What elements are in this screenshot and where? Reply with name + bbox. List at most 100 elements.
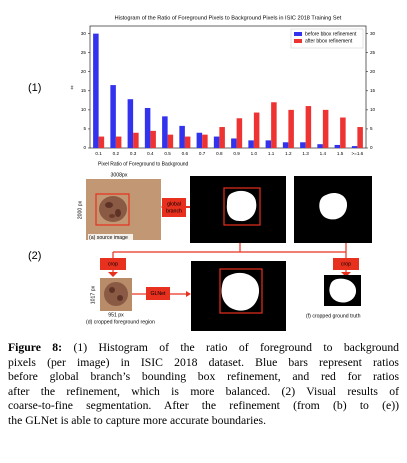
- bar: [253, 112, 260, 148]
- caption-line: after the refinement, which is more bala…: [8, 385, 399, 400]
- crop-width-label: 951 px: [108, 312, 124, 318]
- bar: [115, 136, 122, 148]
- bar: [202, 134, 208, 148]
- glnet-box: [146, 287, 170, 300]
- bar: [144, 107, 151, 148]
- x-axis-label: Pixel Ratio of Foreground to Background: [98, 161, 189, 167]
- x-tick-label: 1.5: [337, 151, 344, 156]
- caption-line: the GLNet is able to capture more accura…: [8, 414, 399, 429]
- global-branch-box: [162, 198, 186, 217]
- y-tick-label: 0: [83, 145, 86, 150]
- y-tick-label: 15: [81, 88, 87, 93]
- crop-label: crop: [108, 261, 118, 267]
- bar: [167, 134, 174, 148]
- x-tick-label: >=1.6: [351, 151, 363, 156]
- x-tick-label: 1.2: [285, 151, 292, 156]
- bar: [334, 144, 341, 148]
- ground-truth-image: [294, 176, 372, 243]
- global-branch-label: global: [167, 201, 181, 207]
- caption-text: before global branch’s bounding box refi…: [8, 370, 399, 384]
- figure-caption: Figure 8: (1) Histogram of the ratio of …: [8, 341, 399, 429]
- x-tick-label: 0.2: [113, 151, 120, 156]
- bar: [300, 142, 306, 148]
- bar: [133, 132, 139, 148]
- crop-box: [100, 258, 126, 270]
- y2-tick-label: 25: [370, 50, 376, 55]
- crop-height-label: 1017 px: [90, 285, 96, 304]
- bar: [282, 142, 289, 148]
- bar: [179, 125, 185, 148]
- glnet-label: GLNet: [151, 291, 167, 297]
- bar: [127, 99, 134, 148]
- bar: [110, 85, 116, 148]
- y2-tick-label: 10: [370, 107, 376, 112]
- bar: [351, 146, 358, 148]
- y2-tick-label: 20: [370, 69, 376, 74]
- x-tick-label: 0.7: [199, 151, 206, 156]
- caption-a: (a) source image: [89, 235, 128, 241]
- y-tick-label: 5: [83, 126, 86, 131]
- x-tick-label: 0.1: [95, 151, 102, 156]
- bar: [288, 109, 294, 148]
- caption-label: Figure 8:: [8, 341, 63, 354]
- y-tick-label: 25: [81, 50, 87, 55]
- source-image: [86, 179, 161, 240]
- bar: [357, 127, 363, 148]
- x-tick-label: 0.9: [233, 151, 240, 156]
- caption-text: coarse-to-fine segmentation. After the r…: [8, 399, 399, 413]
- bar: [322, 109, 329, 148]
- y-tick-label: 20: [81, 69, 87, 74]
- x-tick-label: 0.4: [147, 151, 154, 156]
- x-tick-label: 0.3: [130, 151, 137, 156]
- x-tick-label: 1.1: [268, 151, 275, 156]
- caption-text: (1) Histogram of the ratio of foreground…: [73, 341, 400, 354]
- bar: [317, 144, 323, 148]
- bar: [213, 136, 220, 148]
- y-tick-label: 30: [81, 31, 87, 36]
- caption-text: after the refinement, which is more bala…: [8, 384, 399, 398]
- x-tick-label: 1.0: [251, 151, 258, 156]
- cropped-image: [100, 278, 132, 311]
- bar: [150, 130, 156, 148]
- plot-area: [89, 25, 367, 149]
- bar: [236, 118, 243, 148]
- bar: [184, 136, 191, 148]
- bar: [162, 116, 168, 148]
- width-label: 3008px: [110, 172, 127, 178]
- y2-tick-label: 30: [370, 31, 376, 36]
- y-axis-label: #: [71, 85, 74, 91]
- crop-box: [333, 258, 359, 270]
- caption-line: before global branch’s bounding box refi…: [8, 370, 399, 385]
- bar: [271, 102, 277, 148]
- y2-tick-label: 0: [370, 145, 373, 150]
- panel-label: (2): [28, 250, 41, 262]
- y2-tick-label: 15: [370, 88, 376, 93]
- bar: [98, 136, 105, 148]
- global-branch-label: branch: [166, 208, 182, 214]
- panel-label: (1): [28, 82, 41, 94]
- legend-box: [290, 28, 364, 49]
- glnet-prediction-image: [191, 261, 286, 331]
- bar: [265, 140, 272, 148]
- x-tick-label: 1.3: [302, 151, 309, 156]
- bar: [231, 138, 237, 148]
- x-tick-label: 1.4: [320, 151, 327, 156]
- caption-line: Figure 8: (1) Histogram of the ratio of …: [8, 341, 399, 356]
- legend-swatch: [294, 39, 302, 43]
- global-prediction-image: [190, 176, 286, 243]
- caption-f: (f) cropped ground truth: [306, 313, 361, 319]
- y2-tick-label: 5: [370, 126, 373, 131]
- cropped-ground-truth-image: [324, 275, 361, 306]
- crop-label: crop: [341, 261, 351, 267]
- legend-swatch: [294, 32, 302, 36]
- caption-e: (e) prediction by GLNet: [201, 319, 255, 325]
- height-label: 2000 px: [77, 200, 83, 219]
- figure: (1) (2) 3008px 2000 px (a) source image …: [28, 15, 376, 331]
- bar: [196, 132, 203, 148]
- caption-d: (d) cropped foreground region: [86, 319, 155, 325]
- x-tick-label: 0.6: [182, 151, 189, 156]
- legend-label: after bbox refinement: [305, 38, 353, 44]
- caption-text: pixels (per image) in ISIC 2018 dataset.…: [8, 355, 399, 369]
- legend-label: before bbox refinement: [305, 31, 357, 37]
